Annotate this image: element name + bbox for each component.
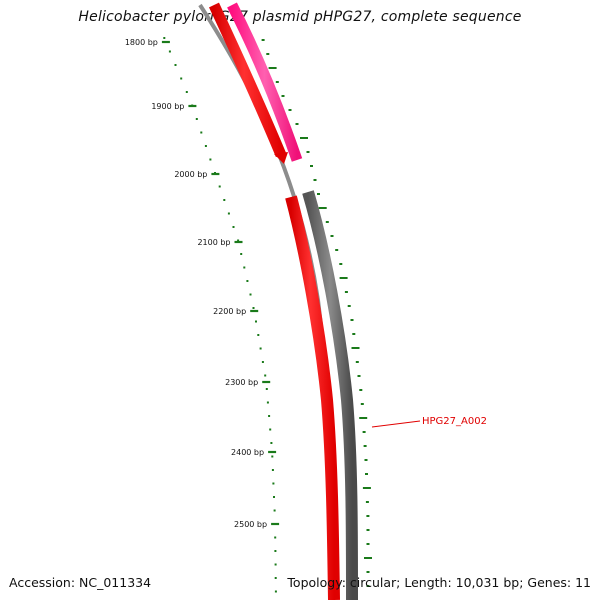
ruler-minor-tick [266, 401, 269, 404]
ruler-minor-tick [269, 428, 272, 431]
accession-text: Accession: NC_011334 [9, 575, 152, 590]
ruler-minor-tick [237, 239, 240, 242]
ruler-minor-tick [274, 550, 277, 552]
ruler-minor-tick [252, 307, 255, 309]
ruler-minor-tick [265, 388, 268, 390]
ruler-minor-tick [246, 280, 249, 282]
ruler-minor-tick [174, 64, 177, 66]
gene-label-hpg27-a002[interactable]: HPG27_A002 [422, 416, 487, 427]
gene-hpg27-a002 [285, 195, 340, 600]
ruler-minor-tick [243, 266, 246, 269]
ruler-minor-tick [227, 212, 230, 215]
ruler-minor-tick [168, 50, 171, 53]
ruler-minor-tick [180, 77, 183, 80]
ruler-minor-tick [261, 361, 264, 363]
ruler-minor-tick [204, 145, 207, 147]
ruler-minor-tick [257, 334, 260, 336]
ruler-minor-tick [271, 469, 274, 471]
ruler-minor-tick [272, 482, 275, 485]
gene-arrow-upper-pink [227, 2, 303, 162]
gene-arrowhead-upper [274, 152, 288, 164]
ruler-minor-tick [232, 226, 235, 228]
gene-label-leader [371, 420, 421, 428]
ruler-minor-tick [240, 253, 243, 255]
ruler-minor-tick [273, 496, 275, 498]
ruler-label: 2500 bp [234, 520, 267, 529]
ruler-minor-tick [195, 118, 198, 120]
map-title: Helicobacter pylori G27 plasmid pHPG27, … [78, 9, 522, 25]
ruler-label: 2000 bp [174, 170, 207, 179]
ruler-minor-tick [268, 415, 271, 417]
bp-ruler-labels: 1800 bp 1900 bp 2000 bp 2100 bp 2200 bp 2300 … [125, 38, 267, 529]
summary-text: Topology: circular; Length: 10,031 bp; G… [287, 575, 591, 590]
ruler-label: 2200 bp [213, 307, 246, 316]
ruler-label: 1900 bp [151, 102, 184, 111]
ruler-minor-tick [249, 293, 252, 296]
ruler-minor-tick [270, 442, 273, 444]
ruler-minor-tick [274, 577, 277, 579]
ruler-minor-tick [274, 563, 277, 566]
ruler-minor-tick [163, 37, 166, 39]
ruler-minor-tick [274, 536, 277, 539]
ruler-label: 2100 bp [197, 238, 230, 247]
ruler-label: 2400 bp [231, 448, 264, 457]
ruler-minor-tick [255, 320, 257, 323]
ruler-minor-tick [185, 91, 188, 93]
gene-arrow-upper-red [209, 2, 287, 158]
ruler-minor-tick [274, 590, 277, 593]
ruler-minor-tick [271, 455, 274, 458]
ruler-label: 1800 bp [125, 38, 158, 47]
ruler-minor-tick [218, 185, 221, 188]
bp-ruler [161, 37, 280, 593]
ruler-label: 2300 bp [225, 378, 258, 387]
ruler-minor-tick [209, 158, 212, 161]
ruler-minor-tick [264, 374, 267, 377]
ruler-minor-tick [200, 131, 203, 134]
ruler-minor-tick [259, 347, 262, 350]
outer-tick-track [261, 39, 372, 587]
ruler-minor-tick [273, 509, 276, 512]
gene-arrow-lower-gray [302, 190, 358, 600]
ruler-minor-tick [223, 199, 226, 201]
